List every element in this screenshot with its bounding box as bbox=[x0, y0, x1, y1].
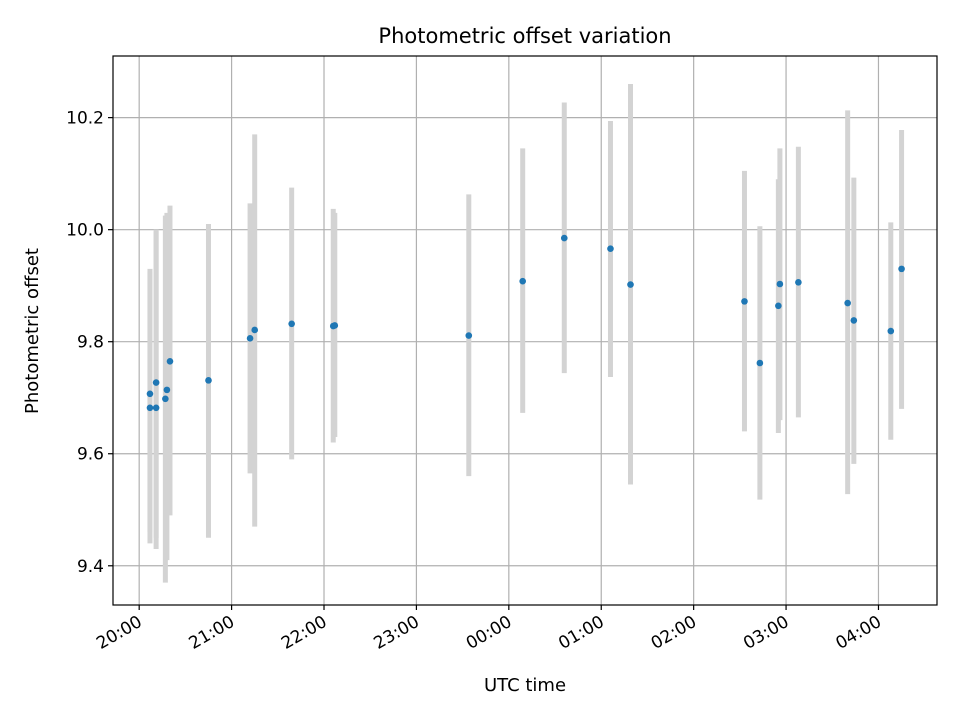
data-point bbox=[146, 404, 154, 412]
data-point bbox=[146, 390, 154, 398]
data-point bbox=[795, 279, 802, 286]
chart-title: Photometric offset variation bbox=[378, 24, 671, 48]
y-tick-label: 9.8 bbox=[77, 333, 104, 353]
y-tick-label: 10.0 bbox=[66, 221, 104, 241]
data-point bbox=[163, 386, 171, 394]
x-axis-label: UTC time bbox=[484, 675, 566, 696]
data-point bbox=[166, 358, 174, 365]
data-points bbox=[146, 234, 905, 412]
data-point bbox=[627, 281, 634, 288]
data-point bbox=[887, 327, 895, 335]
y-axis-label: Photometric offset bbox=[22, 248, 43, 414]
data-point bbox=[162, 395, 169, 403]
data-point bbox=[152, 379, 160, 386]
data-point bbox=[775, 302, 782, 310]
y-tick-label: 9.4 bbox=[77, 557, 104, 577]
data-point bbox=[251, 326, 258, 334]
data-point bbox=[152, 404, 160, 412]
data-point bbox=[465, 332, 473, 339]
y-axis-ticks: 9.4 9.6 9.8 10.0 10.2 bbox=[66, 109, 113, 577]
y-tick-label: 9.6 bbox=[77, 445, 104, 465]
data-point bbox=[741, 298, 748, 305]
data-point bbox=[776, 280, 784, 288]
data-point bbox=[898, 265, 905, 273]
data-point bbox=[519, 277, 526, 285]
data-point bbox=[288, 320, 295, 328]
data-point bbox=[331, 322, 339, 329]
data-point bbox=[560, 234, 568, 242]
data-point bbox=[205, 377, 212, 384]
data-point bbox=[850, 317, 858, 324]
y-tick-label: 10.2 bbox=[66, 109, 104, 129]
plot-frame bbox=[112, 55, 938, 606]
data-point bbox=[844, 299, 851, 307]
data-point bbox=[246, 335, 254, 342]
data-point bbox=[607, 245, 614, 253]
data-point bbox=[756, 359, 764, 367]
